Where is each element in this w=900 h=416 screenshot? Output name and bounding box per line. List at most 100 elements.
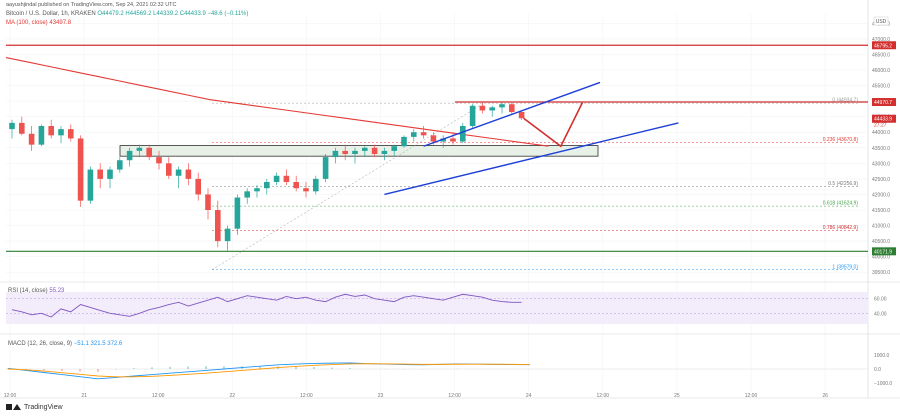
fib-level-label: 1 (39579.0) [832,264,858,270]
projection-path [523,102,584,148]
candle-body [234,197,241,229]
candle-body [28,133,35,145]
y-tick-label: 44000.0 [872,130,890,136]
candle-body [87,169,94,201]
y-tick-label: 47000.0 [872,37,890,43]
candle-body [254,188,260,192]
candle-body [146,147,152,158]
candle-body [322,157,329,179]
support-zone [119,145,599,157]
x-tick-label: 22 [230,393,236,399]
candle-body [411,132,417,137]
x-tick-label: 23 [378,393,384,399]
candle-body [77,138,84,201]
candle-body [391,146,397,151]
candle-body [440,138,446,142]
candle-body [68,129,74,139]
price-tag [872,247,896,256]
y-tick-label: 42500.0 [872,177,890,183]
candle-body [264,182,270,189]
currency-label: USD [876,19,887,25]
macd-signal-line [7,363,531,378]
candle-body [381,150,388,154]
fib-level-label: 0.5 (42256.9) [828,181,858,187]
x-tick-label: 12:00 [300,393,313,399]
y-tick-label: 41500.0 [872,208,890,214]
ma-legend-label: MA (100, close) [6,20,48,26]
tradingview-footer[interactable]: TradingView [6,403,63,411]
tradingview-brand: TradingView [24,403,63,411]
countdown-label: 27:27 [874,122,887,128]
candle-body [518,112,525,119]
y-tick-label: 46500.0 [872,52,890,58]
macd-legend-label: MACD (12, 26, close, 9) [8,341,73,347]
price-tag-label: 40171.9 [874,249,892,255]
rsi-band [6,292,868,324]
symbol-line: Bitcoin / U.S. Dollar, 1h, KRAKEN O44479… [6,11,248,17]
x-tick-label: 24 [526,393,532,399]
candle-body [430,135,437,142]
price-tag [872,98,896,107]
x-tick-label: 12:00 [4,393,17,399]
candle-body [303,188,309,192]
candle-body [509,104,515,112]
candle-body [244,191,250,198]
x-tick-label: 12:00 [152,393,165,399]
y-tick-label: 46000.0 [872,68,890,74]
candle-body [273,175,280,182]
candle-body [479,105,486,111]
rsi-line [11,293,522,318]
candle-body [185,169,192,179]
symbol-name[interactable]: Bitcoin / U.S. Dollar, 1h, KRAKEN [6,11,96,17]
rsi-legend-label: RSI (14, close) [8,288,48,294]
candle-body [401,136,407,147]
currency-badge [873,16,889,26]
candle-body [332,150,339,158]
candle-body [38,126,45,145]
ohlc-values: O44479.2 H44569.2 L44339.2 C44433.9 −48.… [97,11,249,17]
candle-body [97,169,103,179]
candle-body [136,147,143,151]
candle-body [293,182,299,189]
fib-level-label: 0.618 (41624.9) [823,201,859,207]
y-tick-label: 40500.0 [872,239,890,245]
y-tick-label: 39500.0 [872,270,890,276]
candle-body [450,138,456,142]
candle-body [371,147,378,154]
rsi-tick-label: 60.00 [874,297,887,303]
macd-tick-label: −1000.0 [874,381,892,387]
rsi-legend[interactable]: RSI (14, close) 55.23 [8,288,64,294]
y-tick-label: 43500.0 [872,146,890,152]
candle-body [205,194,211,210]
ma-legend-value: 43497.8 [49,20,72,26]
fib-level-label: 0.236 (43670.8) [823,137,859,143]
candle-body [19,122,25,134]
candle-body [460,126,466,142]
candle-body [48,126,54,136]
candle-body [313,178,319,192]
fib-level-label: 0.786 (40842.9) [823,225,859,231]
candle-body [195,178,201,195]
price-tag [872,114,896,123]
channel-lower-line [384,122,679,196]
candle-body [215,210,221,242]
ma-legend[interactable]: MA (100, close) 43497.8 [6,20,71,26]
x-tick-label: 25 [674,393,680,399]
candle-body [342,150,348,154]
candle-body [175,169,182,176]
rsi-tick-label: 40.00 [874,311,887,317]
y-tick-label: 40000.0 [872,255,890,261]
channel-upper-line [423,81,601,147]
x-tick-label: 12:00 [597,393,610,399]
candle-body [156,157,162,164]
publisher-info: aayushjindal published on TradingView.co… [6,2,177,8]
candle-body [126,150,133,161]
candle-body [489,107,495,111]
candle-body [107,169,113,179]
y-tick-label: 43000.0 [872,161,890,167]
macd-legend[interactable]: MACD (12, 26, close, 9) −51.1 321.5 372.… [8,341,122,347]
x-tick-label: 21 [81,393,87,399]
candle-body [9,122,15,130]
rsi-legend-value: 55.23 [49,288,65,294]
candle-body [117,160,123,170]
